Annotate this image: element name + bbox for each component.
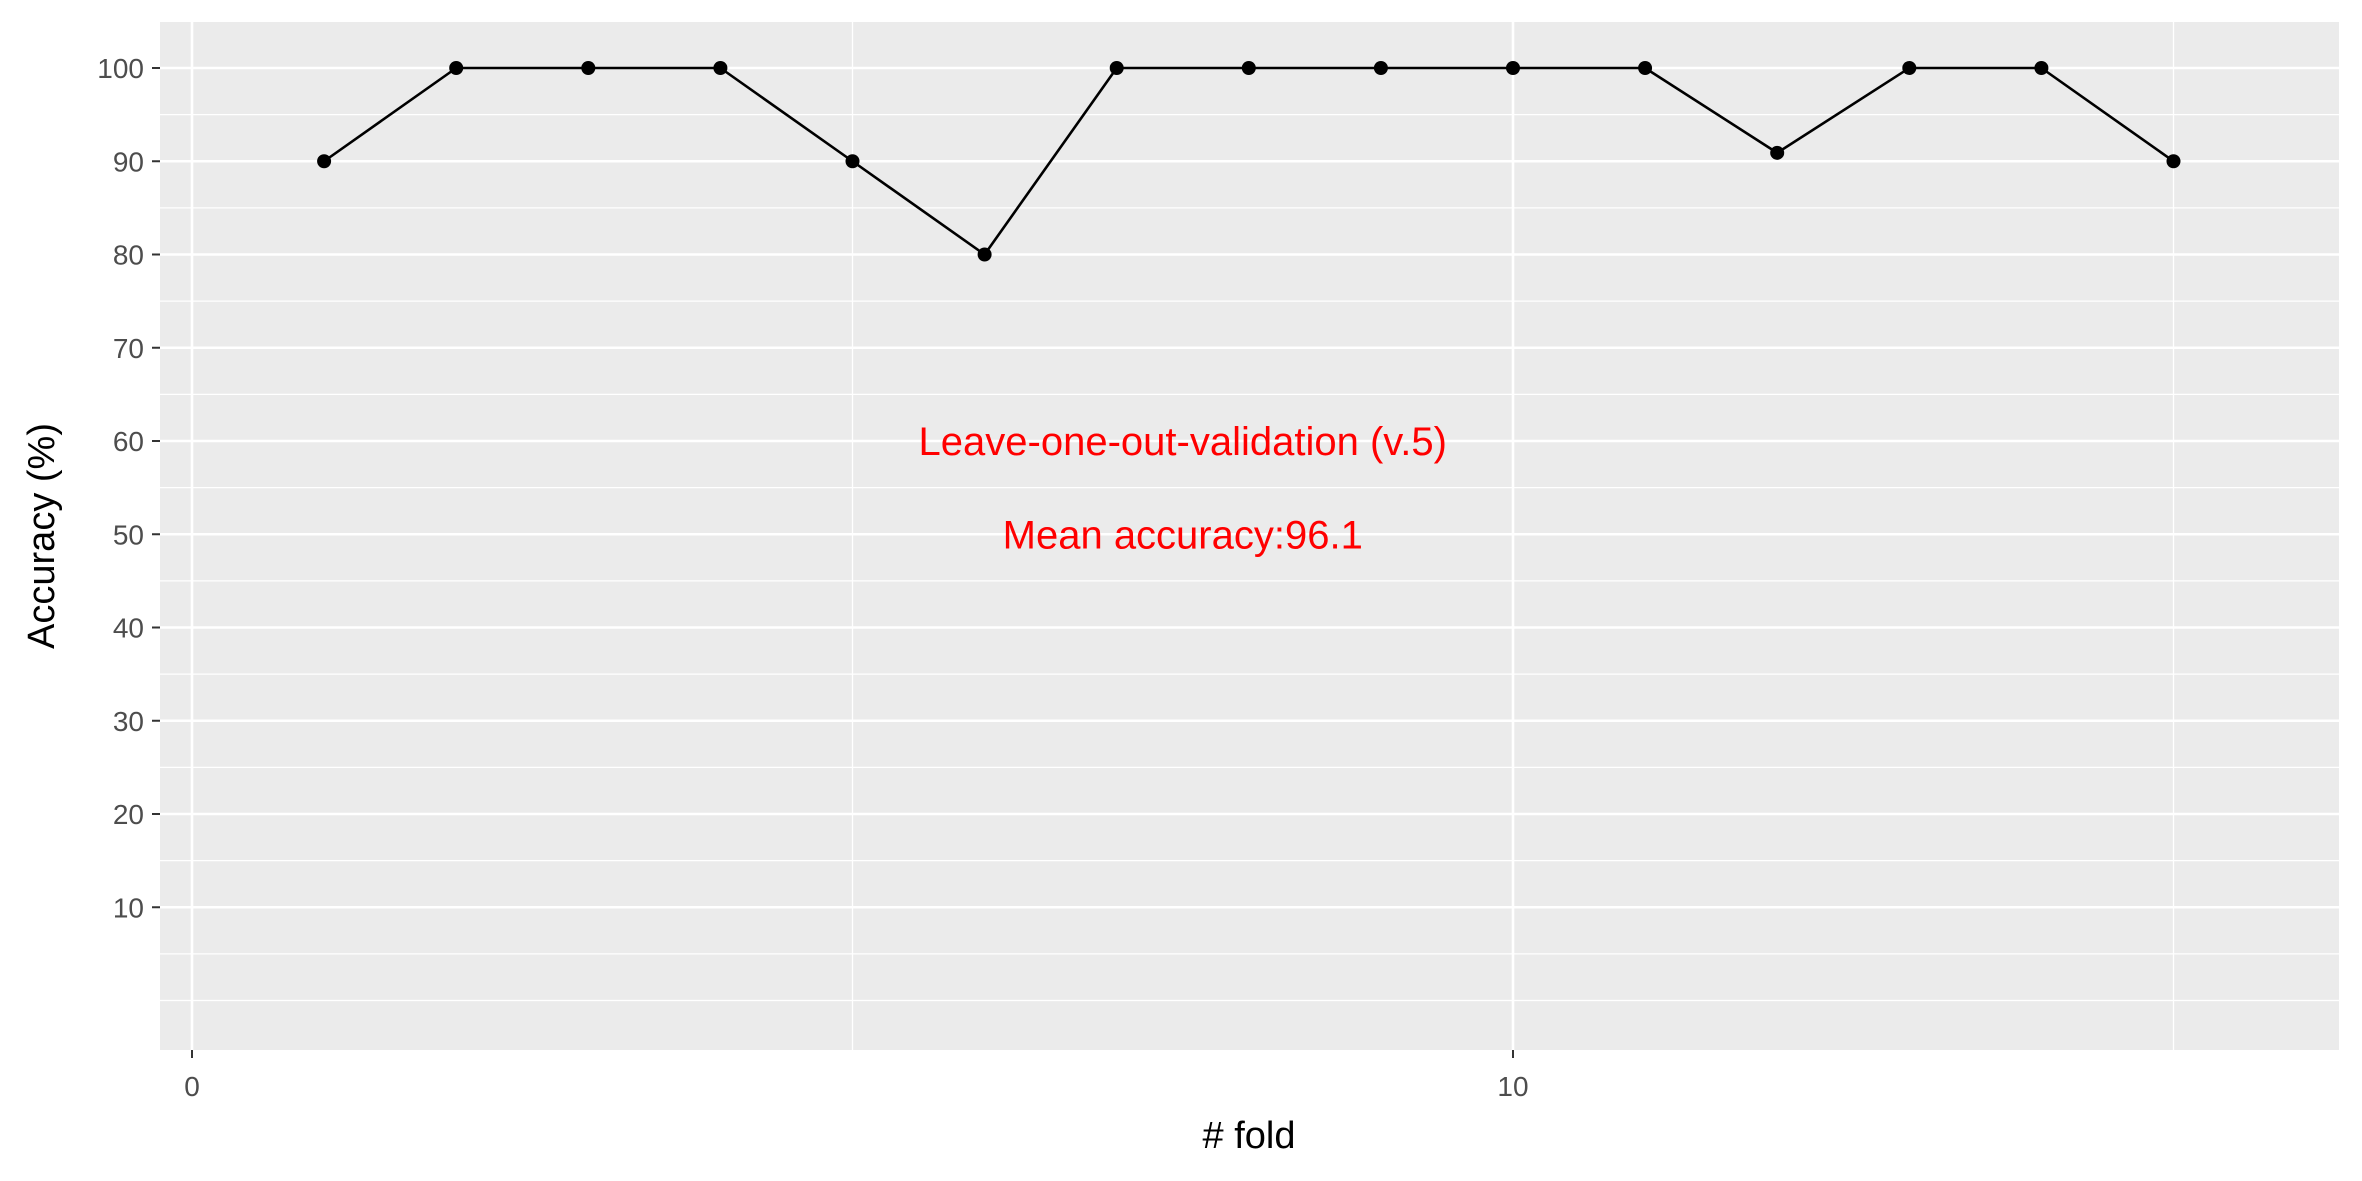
data-point (317, 154, 332, 169)
data-point (2034, 61, 2049, 75)
y-tick-label: 20 (113, 799, 144, 830)
y-tick-label: 70 (113, 333, 144, 364)
data-point (1638, 61, 1653, 75)
y-tick-label: 100 (97, 53, 144, 84)
data-point (1241, 61, 1256, 75)
y-tick-label: 80 (113, 240, 144, 271)
y-tick-label: 30 (113, 706, 144, 737)
data-point (845, 154, 860, 169)
data-point (581, 61, 596, 75)
x-tick-label: 10 (1497, 1071, 1528, 1102)
y-tick-label: 90 (113, 146, 144, 177)
y-tick-label: 60 (113, 426, 144, 457)
major-gridlines (160, 22, 2339, 1050)
annotation-text: Mean accuracy:96.1 (1003, 513, 1363, 557)
data-point (1902, 61, 1917, 75)
plot-panel (160, 22, 2339, 1050)
minor-gridlines (160, 22, 2339, 1050)
series (317, 61, 2181, 262)
x-axis-title: # fold (1203, 1115, 1296, 1157)
data-point (449, 61, 464, 75)
y-axis-title: Accuracy (%) (21, 423, 63, 649)
annotation-text: Leave-one-out-validation (v.5) (919, 420, 1447, 464)
y-tick-label: 40 (113, 613, 144, 644)
data-point (1770, 145, 1785, 160)
y-tick-label: 50 (113, 519, 144, 550)
annotations: Leave-one-out-validation (v.5) Mean accur… (919, 420, 1447, 557)
data-point (2166, 154, 2181, 169)
data-point (1373, 61, 1388, 75)
y-tick-label: 10 (113, 892, 144, 923)
data-point (1506, 61, 1520, 75)
data-point (977, 247, 992, 262)
axis-ticks (152, 67, 1514, 1058)
x-tick-label: 0 (184, 1071, 200, 1102)
tick-labels: 0 10 10 20 30 40 50 60 70 80 90 100 (97, 53, 1528, 1102)
data-point (713, 61, 728, 75)
data-point (1109, 61, 1124, 75)
